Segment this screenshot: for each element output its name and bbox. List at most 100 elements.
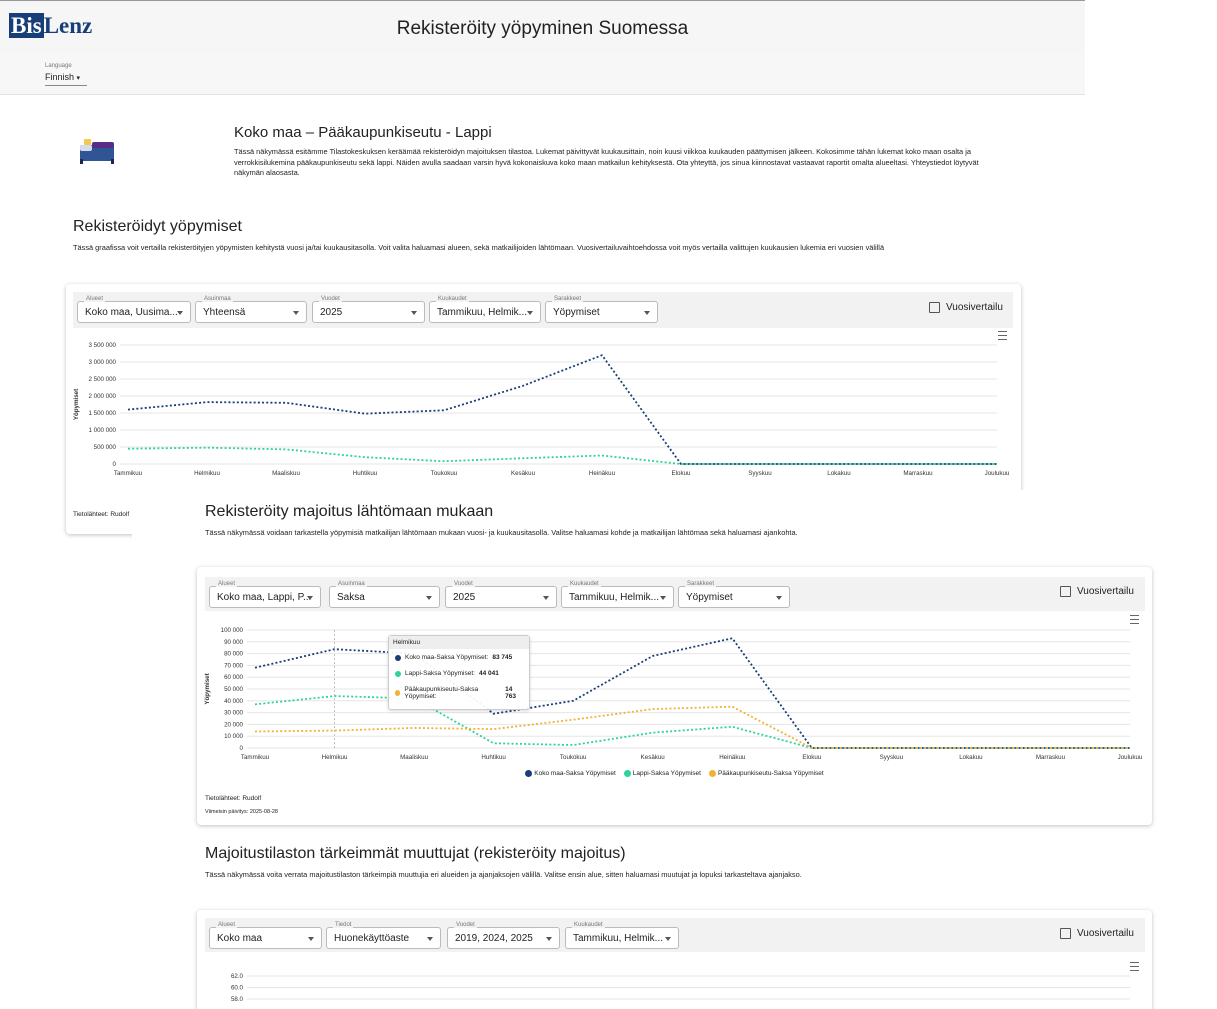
dropdown-caret — [546, 937, 552, 941]
filter-label: Vuodet — [319, 296, 342, 302]
filter[interactable]: Alueet Koko maa — [209, 922, 322, 949]
line-series — [127, 354, 997, 465]
section-text: Tässä näkymässä voita verrata majoitusti… — [205, 870, 802, 879]
line-series — [254, 705, 1130, 749]
compare-checkbox[interactable]: Vuosivertailu — [929, 302, 1003, 313]
dropdown-caret — [293, 311, 299, 315]
y-tick-label: 60 000 — [224, 674, 243, 681]
filter-value: Yhteensä — [203, 307, 246, 318]
y-tick-label: 2 000 000 — [88, 393, 116, 400]
filter-value: Koko maa, Lappi, P... — [217, 592, 312, 603]
filter-label: Alueet — [84, 296, 106, 302]
x-tick-label: Joulukuu — [1118, 754, 1143, 761]
filter[interactable]: Alueet Koko maa, Uusima... — [77, 296, 191, 323]
source: Tietolähteet: Rudolf — [73, 511, 130, 518]
tooltip-row: Koko maa-Saksa Yöpymiset: 83 745 — [389, 649, 529, 665]
y-tick-label: 60.0 — [231, 985, 244, 992]
y-tick-label: 58.0 — [231, 996, 244, 1003]
filter[interactable]: Sarakkeet Yöpymiset — [545, 296, 658, 323]
y-tick-label: 3 500 000 — [88, 342, 116, 349]
filter[interactable]: Kuukaudet Tammikuu, Helmik... — [565, 922, 679, 949]
x-tick-label: Syyskuu — [748, 470, 772, 477]
chart-menu[interactable] — [1130, 615, 1139, 624]
language-label: Language — [45, 63, 72, 69]
compare-checkbox[interactable]: Vuosivertailu — [1060, 928, 1134, 939]
filter[interactable]: Vuodet 2019, 2024, 2025 — [447, 922, 560, 949]
filter-value: Huonekäyttöaste — [334, 933, 410, 944]
tooltip: Helmikuu Koko maa-Saksa Yöpymiset: 83 745 L… — [388, 635, 530, 710]
source: Tietolähteet: Rudolf — [205, 795, 262, 802]
filter-value: Yöpymiset — [553, 307, 600, 318]
y-tick-label: 62.0 — [231, 973, 244, 980]
filter-value: 2019, 2024, 2025 — [455, 933, 533, 944]
y-tick-label: 1 500 000 — [88, 410, 116, 417]
dropdown-caret — [308, 937, 314, 941]
filter-label: Vuodet — [454, 922, 477, 928]
x-tick-label: Lokakuu — [827, 470, 851, 477]
legend-item[interactable]: Koko maa-Saksa Yöpymiset — [525, 770, 616, 777]
language-bar: Language Finnish ▾ — [0, 53, 1085, 95]
dropdown-caret — [665, 937, 671, 941]
filter[interactable]: Sarakkeet Yöpymiset — [678, 581, 790, 608]
header: BisLenz Rekisteröity yöpyminen Suomessa — [0, 0, 1085, 54]
y-tick-label: 30 000 — [224, 710, 243, 717]
x-tick-label: Elokuu — [802, 754, 821, 761]
filter-label: Kuukaudet — [436, 296, 469, 302]
line-series — [254, 695, 1130, 749]
filter-value: Koko maa, Uusima... — [85, 307, 178, 318]
legend-label: Koko maa-Saksa Yöpymiset — [534, 770, 616, 777]
x-tick-label: Marraskuu — [1036, 754, 1066, 761]
y-tick-label: 10 000 — [224, 733, 243, 740]
filter[interactable]: Alueet Koko maa, Lappi, P... — [209, 581, 321, 608]
x-tick-label: Toukokuu — [560, 754, 587, 761]
filter-label: Kuukaudet — [572, 922, 605, 928]
y-axis-title: Yöpymiset — [204, 673, 211, 704]
filter-label: Alueet — [216, 922, 238, 928]
y-axis-title: Yöpymiset — [73, 389, 80, 420]
compare-checkbox[interactable]: Vuosivertailu — [1060, 586, 1134, 597]
filter[interactable]: Kuukaudet Tammikuu, Helmik... — [429, 296, 541, 323]
legend-label: Pääkaupunkiseutu-Saksa Yöpymiset — [717, 770, 824, 777]
filter[interactable]: Vuodet 2025 — [312, 296, 425, 323]
filter[interactable]: Tiedot Huonekäyttöaste — [326, 922, 441, 949]
chart: 0 500 000 1 000 000 1 500 000 2 000 000 2 500… — [73, 342, 1010, 477]
logo[interactable]: BisLenz — [9, 13, 92, 39]
legend-swatch — [708, 770, 716, 777]
checkbox-label: Vuosivertailu — [946, 302, 1003, 313]
x-tick-label: Tammikuu — [114, 470, 143, 477]
filter-label: Kuukaudet — [568, 581, 601, 587]
tooltip-swatch — [395, 654, 401, 661]
y-tick-label: 40 000 — [224, 698, 243, 705]
legend-swatch — [623, 770, 631, 777]
tooltip-value: 83 745 — [492, 654, 513, 661]
x-tick-label: Helmikuu — [194, 470, 220, 477]
section-title: Rekisteröity majoitus lähtömaan mukaan — [205, 503, 494, 520]
filter-label: Sarakkeet — [552, 296, 584, 302]
intro-text: Tässä näkymässä esitämme Tilastokeskukse… — [234, 147, 979, 177]
filter[interactable]: Vuodet 2025 — [445, 581, 557, 608]
tooltip-swatch — [395, 670, 401, 677]
x-tick-label: Syyskuu — [880, 754, 904, 761]
bed-icon — [80, 139, 114, 164]
legend-item[interactable]: Pääkaupunkiseutu-Saksa Yöpymiset — [708, 770, 824, 777]
dropdown-caret — [644, 311, 650, 315]
legend-item[interactable]: Lappi-Saksa Yöpymiset — [623, 770, 701, 777]
chart-menu[interactable] — [1130, 962, 1139, 971]
filter[interactable]: Kuukaudet Tammikuu, Helmik... — [561, 581, 674, 608]
y-tick-label: 100 000 — [221, 627, 244, 634]
x-tick-label: Heinäkuu — [719, 754, 746, 761]
dropdown-caret — [307, 596, 313, 600]
filter[interactable]: Asuinmaa Yhteensä — [195, 296, 307, 323]
language-select[interactable]: Finnish ▾ — [45, 72, 87, 86]
y-tick-label: 3 000 000 — [88, 359, 116, 366]
chart-menu[interactable] — [998, 331, 1007, 340]
dropdown-caret — [426, 596, 432, 600]
filter-label: Sarakkeet — [685, 581, 717, 587]
filter[interactable]: Asuinmaa Saksa — [329, 581, 440, 608]
dropdown-caret — [543, 596, 549, 600]
y-tick-label: 0 — [240, 745, 244, 752]
x-tick-label: Tammikuu — [241, 754, 270, 761]
x-tick-label: Maaliskuu — [400, 754, 428, 761]
dropdown-caret — [527, 311, 533, 315]
